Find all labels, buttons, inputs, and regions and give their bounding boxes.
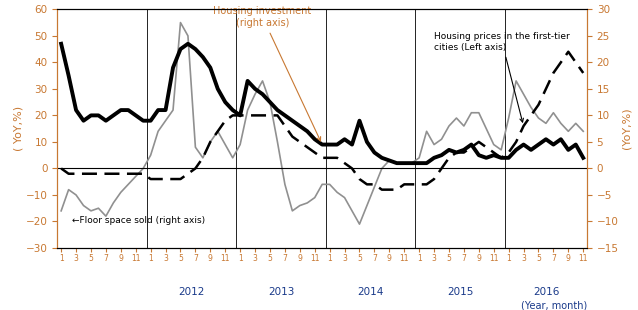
Text: ←Floor space sold (right axis): ←Floor space sold (right axis) <box>72 216 205 225</box>
Text: 2016: 2016 <box>533 287 559 297</box>
Text: 2012: 2012 <box>179 287 205 297</box>
Text: Housing investment
(right axis): Housing investment (right axis) <box>213 6 321 141</box>
Text: 2015: 2015 <box>447 287 473 297</box>
Text: 2014: 2014 <box>357 287 384 297</box>
Text: Housing prices in the first-tier
cities (Left axis): Housing prices in the first-tier cities … <box>434 32 570 122</box>
Text: (Year, month): (Year, month) <box>521 301 587 310</box>
Y-axis label: (YoY,%): (YoY,%) <box>621 108 632 149</box>
Text: 2013: 2013 <box>268 287 294 297</box>
Y-axis label: ( YoY,%): ( YoY,%) <box>13 106 23 151</box>
